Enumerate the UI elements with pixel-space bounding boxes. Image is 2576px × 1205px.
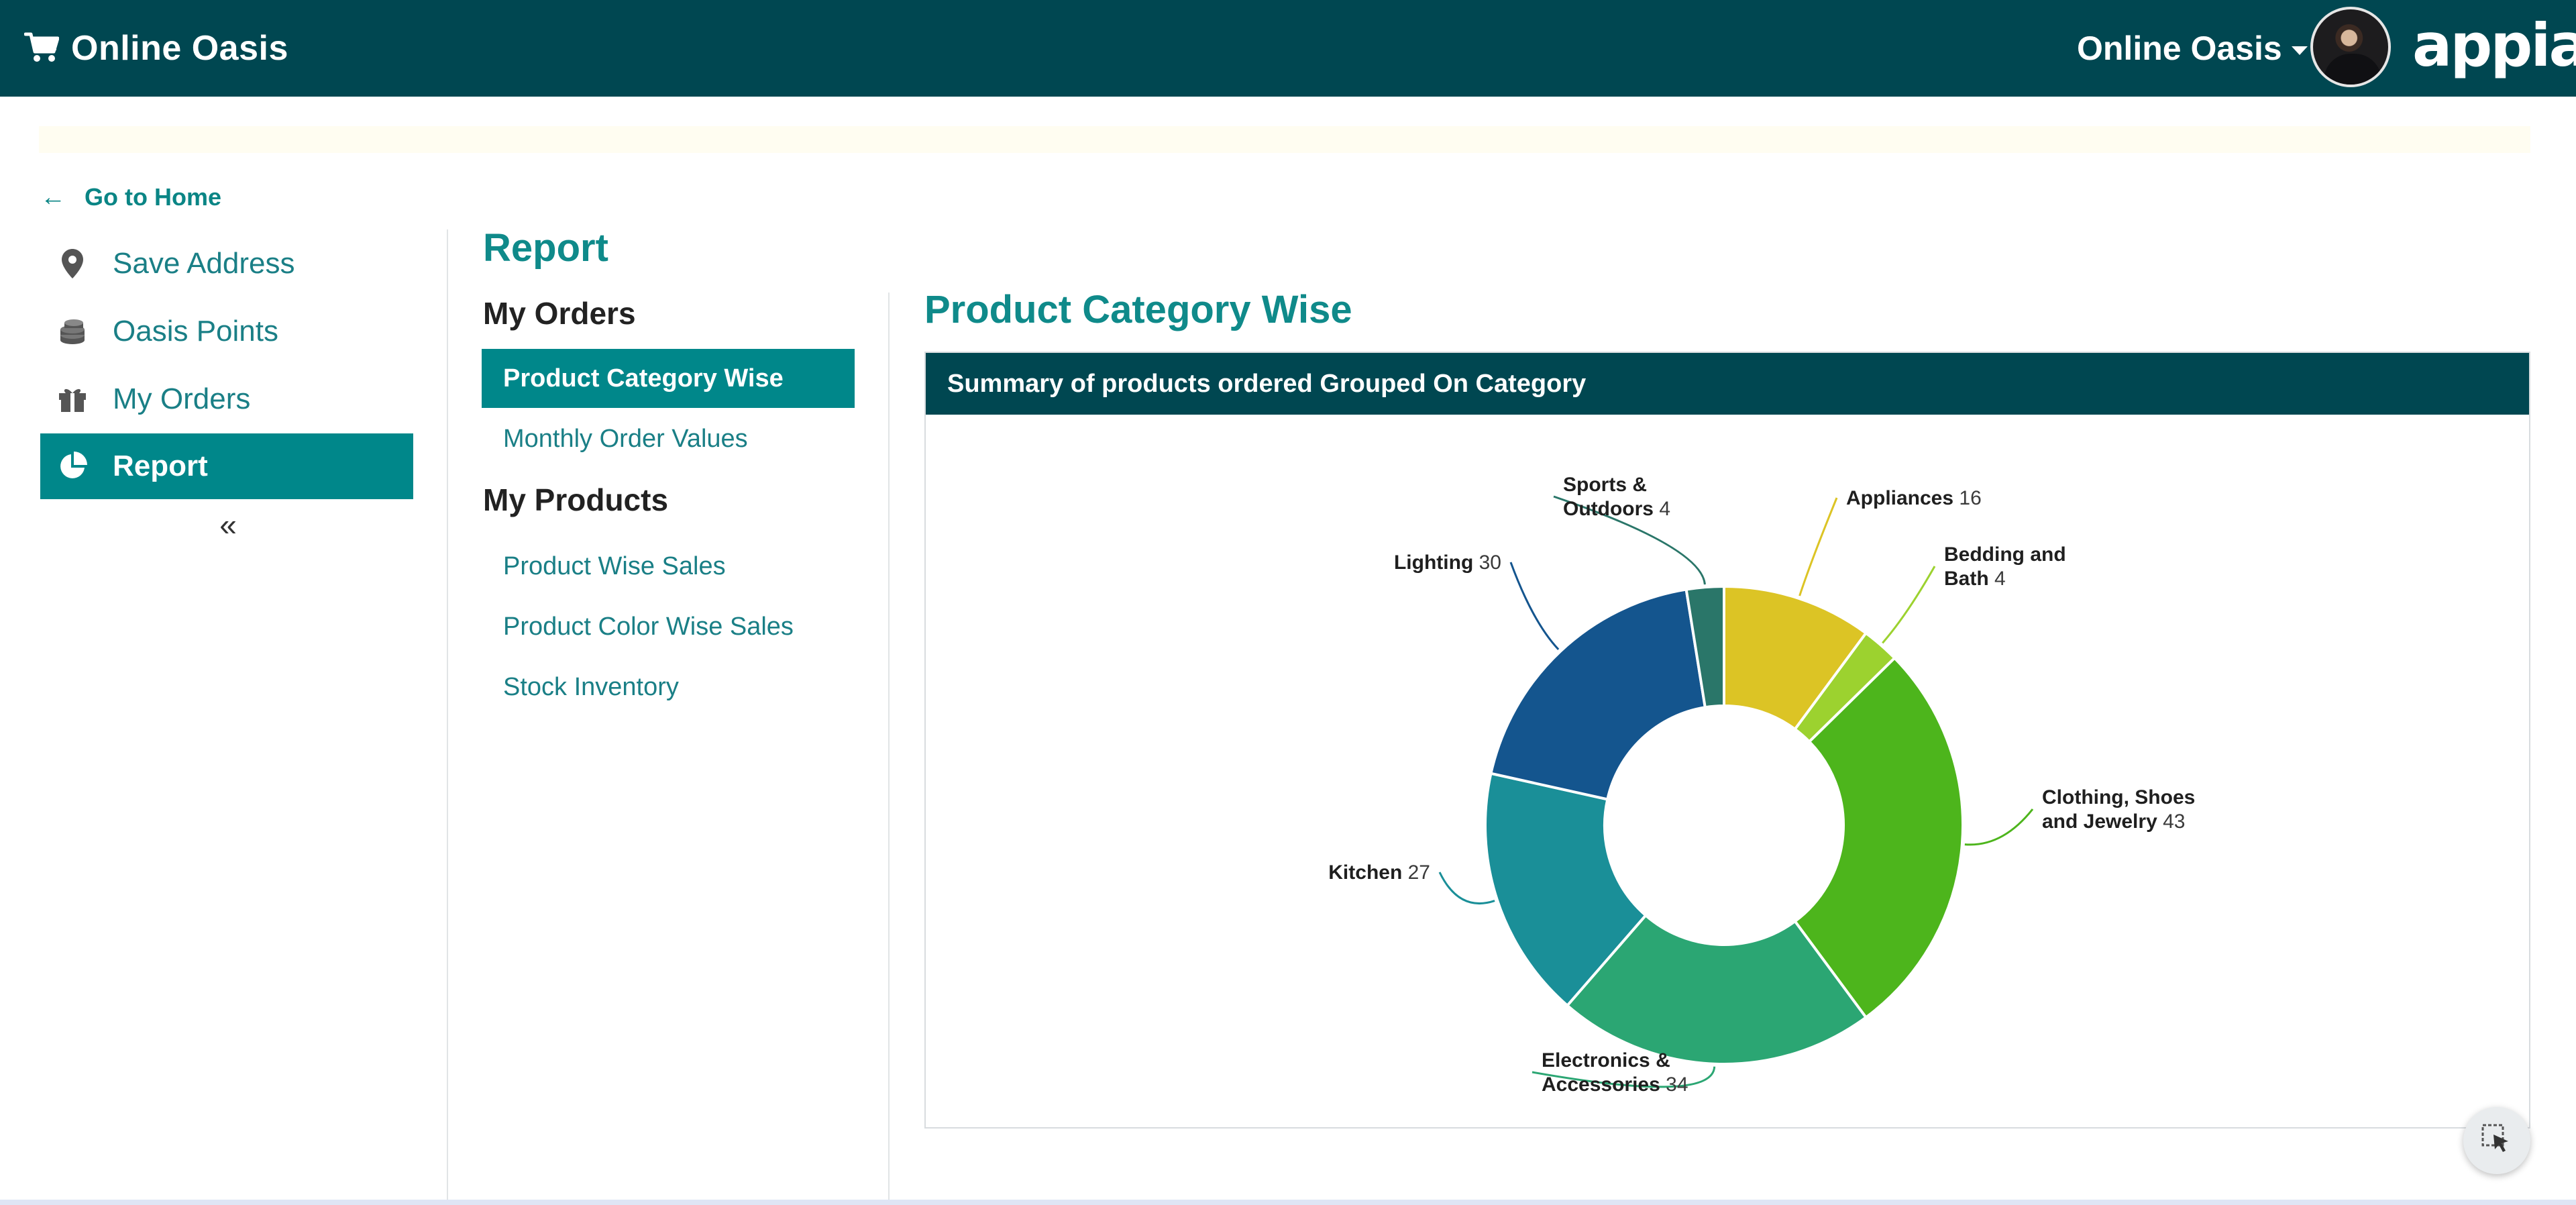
sidebar-item-oasis-points[interactable]: Oasis Points [40, 299, 413, 364]
slice-label: and Jewelry 43 [2042, 810, 2185, 833]
app-title: Online Oasis [71, 29, 288, 68]
report-title: Report [483, 226, 608, 270]
arrow-left-icon: ← [40, 182, 66, 211]
cursor-select-icon [2480, 1122, 2514, 1159]
content-title: Product Category Wise [924, 288, 1352, 331]
sidebar-item-label: Report [113, 450, 208, 482]
donut-slice-kitchen[interactable] [1484, 772, 1648, 1008]
notice-strip [39, 126, 2530, 153]
sidebar-item-label: Save Address [113, 247, 295, 280]
avatar[interactable] [2310, 7, 2391, 87]
chart-card: Summary of products ordered Grouped On C… [924, 352, 2530, 1129]
leader-line [1799, 497, 1838, 596]
card-header: Summary of products ordered Grouped On C… [926, 353, 2529, 415]
slice-label: Sports & [1563, 474, 1647, 496]
slice-value: 34 [1660, 1073, 1688, 1096]
slice-label: Accessories 34 [1542, 1073, 1688, 1096]
go-to-home-label: Go to Home [85, 183, 221, 211]
leader-line [1964, 808, 2034, 846]
selection-tool-button[interactable] [2463, 1107, 2530, 1174]
coins-icon [56, 315, 89, 348]
divider [888, 293, 890, 1200]
shopping-cart-icon [23, 32, 60, 66]
slice-label: Clothing, Shoes [2042, 786, 2195, 808]
caret-down-icon [2291, 46, 2308, 55]
leader-line [1532, 1066, 1716, 1088]
slice-label: Kitchen 27 [1328, 861, 1430, 884]
slice-label: Bath 4 [1944, 568, 2006, 590]
slice-value: 16 [1953, 487, 1982, 509]
submenu-product-wise-sales[interactable]: Product Wise Sales [503, 552, 726, 580]
appian-logo: appian [2412, 11, 2576, 80]
sidebar-item-label: My Orders [113, 382, 251, 415]
leader-line [1882, 566, 1936, 644]
slice-label: Appliances 16 [1846, 487, 1982, 509]
pie-chart-icon [56, 450, 89, 482]
sidebar-item-report[interactable]: Report [40, 433, 413, 499]
divider [447, 229, 448, 1200]
leader-line [1509, 562, 1560, 650]
sidebar-item-save-address[interactable]: Save Address [40, 231, 413, 297]
submenu-product-category-wise[interactable]: Product Category Wise [482, 349, 855, 408]
submenu-monthly-order-values[interactable]: Monthly Order Values [503, 424, 748, 453]
leader-line [1438, 872, 1495, 904]
slice-label: Electronics & [1542, 1049, 1670, 1071]
slice-value: 30 [1473, 552, 1501, 574]
slice-label: Lighting 30 [1394, 552, 1501, 574]
top-bar: Online Oasis Online Oasis appian [0, 0, 2576, 97]
section-title-my-products: My Products [483, 482, 669, 517]
user-menu[interactable]: Online Oasis [2077, 24, 2308, 72]
donut-slice-lighting[interactable] [1489, 588, 1707, 801]
collapse-sidebar-button[interactable]: « [219, 507, 237, 542]
gift-icon [56, 383, 89, 415]
slice-value: 4 [1654, 498, 1670, 520]
slice-value: 4 [1989, 568, 2006, 590]
donut-slice-sports-outdoors[interactable] [1684, 584, 1725, 709]
go-to-home-link[interactable]: ← Go to Home [40, 181, 221, 213]
user-menu-label: Online Oasis [2077, 30, 2282, 67]
donut-slice-electronics-accessories[interactable] [1565, 913, 1868, 1065]
page-bottom-edge [0, 1200, 2576, 1205]
slice-value: 27 [1402, 861, 1430, 884]
map-marker-icon [56, 248, 89, 280]
section-title-my-orders: My Orders [483, 296, 636, 331]
submenu-stock-inventory[interactable]: Stock Inventory [503, 672, 679, 701]
slice-label: Outdoors 4 [1563, 498, 1670, 520]
submenu-product-color-wise-sales[interactable]: Product Color Wise Sales [503, 612, 794, 641]
leader-line [1553, 495, 1706, 585]
sidebar-item-my-orders[interactable]: My Orders [40, 366, 413, 432]
slice-label: Bedding and [1944, 543, 2066, 566]
app-brand[interactable]: Online Oasis [23, 27, 288, 70]
donut-slice-clothing-shoes-and-jewelry[interactable] [1792, 656, 1964, 1020]
slice-value: 43 [2157, 810, 2186, 833]
sidebar-item-label: Oasis Points [113, 315, 278, 348]
